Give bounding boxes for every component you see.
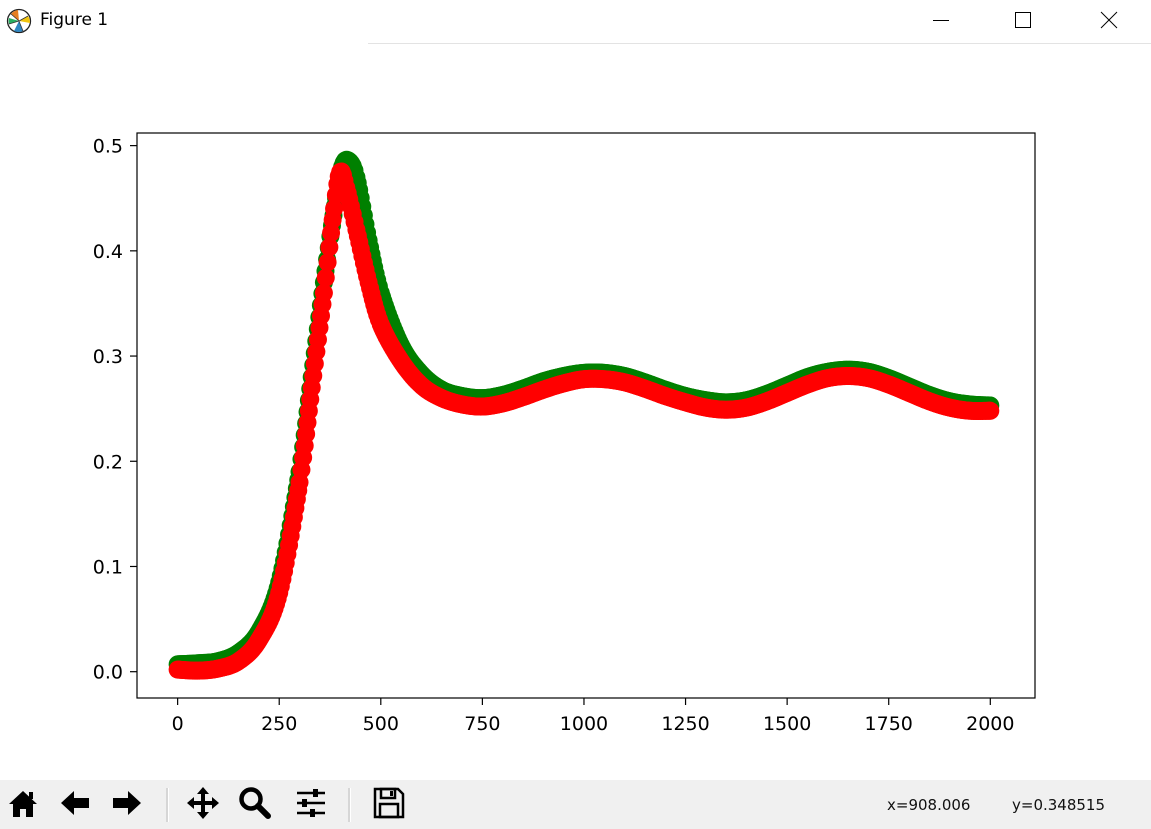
x-tick-label: 1000 — [560, 713, 608, 735]
configure-subplots-button[interactable] — [290, 784, 332, 826]
window-title: Figure 1 — [40, 10, 109, 30]
title-divider — [368, 43, 1151, 44]
data-point — [318, 253, 337, 272]
pan-icon — [185, 785, 221, 825]
x-axis: 0 250 500 750 1000 1250 1500 1750 2000 — [172, 698, 1014, 735]
x-tick-label: 1250 — [661, 713, 709, 735]
data-point — [314, 283, 333, 302]
pan-button[interactable] — [182, 784, 224, 826]
maximize-icon — [1014, 11, 1032, 29]
configure-subplots-icon — [293, 785, 329, 825]
close-icon — [1100, 11, 1118, 29]
title-bar: Figure 1 — [0, 0, 1151, 44]
y-tick-label: 0.3 — [93, 346, 123, 368]
x-tick-label: 1500 — [763, 713, 811, 735]
save-button[interactable] — [368, 784, 410, 826]
minimize-icon — [932, 11, 950, 29]
close-button[interactable] — [1078, 0, 1140, 40]
toolbar-separator — [348, 788, 351, 822]
x-tick-label: 0 — [172, 713, 184, 735]
x-tick-label: 500 — [363, 713, 399, 735]
x-tick-label: 250 — [261, 713, 297, 735]
maximize-button[interactable] — [992, 0, 1054, 40]
save-icon — [371, 785, 407, 825]
y-tick-label: 0.5 — [93, 136, 123, 158]
series-2 — [168, 162, 1000, 680]
x-coordinate-readout: x=908.006 — [887, 796, 971, 814]
zoom-button[interactable] — [234, 784, 276, 826]
y-tick-label: 0.4 — [93, 241, 123, 263]
back-button[interactable] — [54, 784, 96, 826]
axes-frame — [136, 132, 1036, 699]
home-button[interactable] — [2, 784, 44, 826]
minimize-button[interactable] — [910, 0, 972, 40]
x-tick-label: 1750 — [865, 713, 913, 735]
forward-button[interactable] — [106, 784, 148, 826]
y-tick-label: 0.1 — [93, 556, 123, 578]
data-point — [981, 401, 1000, 420]
y-axis: 0.0 0.1 0.2 0.3 0.4 0.5 — [93, 136, 137, 684]
data-layer — [168, 150, 1000, 680]
matplotlib-logo-icon — [6, 8, 32, 34]
home-icon — [5, 785, 41, 825]
figure-canvas[interactable]: 0 250 500 750 1000 1250 1500 1750 2000 0.0 0.1 0.2… — [0, 44, 1151, 784]
y-tick-label: 0.0 — [93, 662, 123, 684]
navigation-toolbar: x=908.006 y=0.348515 — [0, 780, 1151, 829]
x-tick-label: 2000 — [966, 713, 1014, 735]
forward-arrow-icon — [109, 785, 145, 825]
data-point — [320, 238, 339, 257]
data-point — [316, 268, 335, 287]
data-point — [325, 199, 344, 218]
zoom-icon — [237, 785, 273, 825]
chart-svg: 0 250 500 750 1000 1250 1500 1750 2000 0.0 0.1 0.2… — [93, 132, 1036, 735]
axes-box — [136, 132, 1036, 699]
back-arrow-icon — [57, 785, 93, 825]
x-tick-label: 750 — [464, 713, 500, 735]
y-tick-label: 0.2 — [93, 451, 123, 473]
toolbar-separator — [166, 788, 169, 822]
y-coordinate-readout: y=0.348515 — [1012, 796, 1106, 814]
